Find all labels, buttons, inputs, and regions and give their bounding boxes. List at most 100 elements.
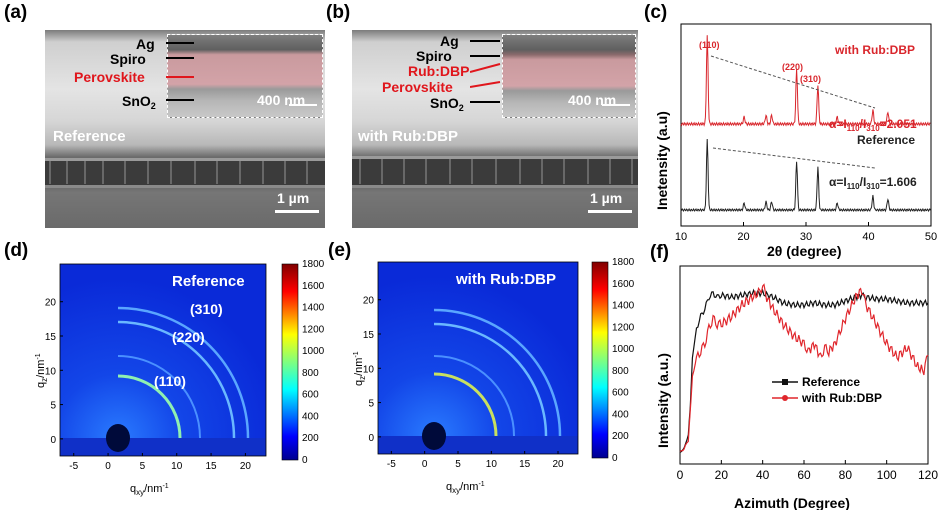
d-yl-main: q <box>35 382 47 388</box>
xrd-legend-bottom: Reference <box>857 133 915 147</box>
d-xl-unit: /nm <box>144 483 162 495</box>
colorbar-tick-label: 1800 <box>302 259 325 270</box>
legend-rub-label: with Rub:DBP <box>801 391 882 405</box>
giwaxs-e-title: with Rub:DBP <box>455 271 556 288</box>
d-yl-unit: /nm <box>35 360 47 378</box>
d-xl-main: q <box>130 483 136 495</box>
colorbar-tick-label: 1400 <box>302 303 325 314</box>
azi-series-line <box>679 283 929 453</box>
xrd-alpha-top: α=I110/I310=2.051 <box>829 117 917 133</box>
colorbar-tick-label: 600 <box>612 388 629 399</box>
layer-lines-a <box>166 42 194 101</box>
d-yl-sub: z <box>40 378 49 382</box>
xrd-dashed-top <box>710 55 876 109</box>
giwaxs-xtick-label: 0 <box>422 459 428 470</box>
e-xl-sub: xy <box>452 486 460 495</box>
xrd-chart: 10 20 30 40 50 (110) (220) (310) with Rub:DB… <box>654 23 937 259</box>
layer-perovskite-b: Perovskite <box>382 79 453 95</box>
giwaxs-xtick-label: 0 <box>105 461 111 472</box>
azi-xtick-label: 80 <box>839 468 853 482</box>
xrd-lines <box>680 35 931 213</box>
beamstop-e <box>422 422 446 450</box>
d-xl-exp: -1 <box>162 483 168 490</box>
xrd-ylabel: Inetensity (a.u) <box>654 111 670 210</box>
azi-lines <box>679 283 929 453</box>
ring-d-outer <box>117 306 250 439</box>
azi-xtick-label: 40 <box>756 468 770 482</box>
xrd-alpha-bottom-post: =1.606 <box>880 175 917 189</box>
panel-a-tag: (a) <box>4 2 28 23</box>
sem-image-b: 400 nm with Rub:DBP 1 µm <box>352 30 638 228</box>
giwaxs-xtick-label: 15 <box>206 461 218 472</box>
azi-xtick-label: 20 <box>715 468 729 482</box>
colorbar-tick-label: 400 <box>612 409 629 420</box>
xrd-alpha-bottom: α=I110/I310=1.606 <box>829 175 917 191</box>
giwaxs-e-bg <box>378 262 578 454</box>
e-xl-unit: /nm <box>460 481 478 493</box>
layer-spiro-b: Spiro <box>416 48 452 64</box>
giwaxs-map-reference: Reference (310) (220) (110) -5 0 5 10 15 20 20… <box>35 259 325 497</box>
giwaxs-xtick-label: 20 <box>552 459 564 470</box>
layer-ag-b: Ag <box>440 33 459 49</box>
colorbar-tick-label: 1000 <box>302 346 325 357</box>
giwaxs-xtick-label: 15 <box>519 459 531 470</box>
azi-xtick-label: 0 <box>677 468 684 482</box>
giwaxs-e-frame <box>377 261 579 455</box>
sample-label-a: Reference <box>53 128 126 145</box>
e-yl-unit: /nm <box>353 358 365 376</box>
giwaxs-d-frame <box>59 263 267 457</box>
sno-sub-a: 2 <box>150 101 156 111</box>
scale-label-a: 1 µm <box>277 190 310 206</box>
giwaxs-ytick-label: 10 <box>363 364 375 375</box>
giwaxs-ytick-label: 20 <box>363 296 375 307</box>
azi-xtick-label: 60 <box>797 468 811 482</box>
colorbar-tick-label: 400 <box>302 411 319 422</box>
xrd-peak-220: (220) <box>782 62 803 72</box>
sno-sub-b: 2 <box>458 103 464 113</box>
colorbar-tick-label: 800 <box>612 366 629 377</box>
giwaxs-d-ring-110: (110) <box>154 373 186 389</box>
colorbar-tick-label: 1000 <box>612 344 635 355</box>
panel-e-tag: (e) <box>328 240 352 261</box>
giwaxs-ytick-label: 5 <box>50 401 56 412</box>
giwaxs-d-xlabel: qxy/nm-1 <box>130 483 169 497</box>
d-yl-exp: -1 <box>35 353 42 359</box>
ring-d-220 <box>117 355 201 439</box>
giwaxs-ytick-label: 20 <box>45 298 57 309</box>
colorbar-tick-label: 200 <box>302 433 319 444</box>
panel-d-tag: (d) <box>4 240 29 261</box>
layer-rubdbp-b: Rub:DBP <box>408 63 470 79</box>
azi-ticks: 0 20 40 60 80 100 120 <box>677 460 938 482</box>
xrd-xtick-label: 10 <box>675 231 687 243</box>
colorbar-e-ticks: 1800 1600 1400 1200 1000 800 600 400 200 0 <box>612 257 635 464</box>
giwaxs-e-ticks: -5 0 5 10 15 20 20 15 10 5 0 <box>363 296 564 470</box>
xrd-alpha-bottom-mid: /I <box>860 175 867 189</box>
e-xl-exp: -1 <box>478 481 484 488</box>
layer-sno2-a: SnO2 <box>122 94 156 113</box>
layer-perovskite-a: Perovskite <box>74 69 145 85</box>
xrd-series-line <box>680 35 931 127</box>
legend-rub-marker <box>782 395 788 401</box>
colorbar-tick-label: 1600 <box>302 281 325 292</box>
colorbar-d <box>281 263 299 461</box>
scale-label-b: 1 µm <box>590 190 623 206</box>
colorbar-tick-label: 1200 <box>612 322 635 333</box>
xrd-xtick-label: 20 <box>737 231 749 243</box>
colorbar-tick-label: 1800 <box>612 257 635 268</box>
sno-text-a: SnO <box>122 93 151 109</box>
colorbar-d-ticks: 1800 1600 1400 1200 1000 800 600 400 200 0 <box>302 259 325 466</box>
azimuth-chart: 0 20 40 60 80 100 120 Reference with Rub:DBP I… <box>655 265 938 510</box>
colorbar-tick-label: 1400 <box>612 301 635 312</box>
giwaxs-ytick-label: 0 <box>50 435 56 446</box>
xrd-dashed-bottom <box>712 147 876 169</box>
xrd-peak-310: (310) <box>800 74 821 84</box>
inset-scale-label-a: 400 nm <box>257 92 306 108</box>
xrd-xtick-label: 40 <box>862 231 874 243</box>
giwaxs-ytick-label: 15 <box>45 332 57 343</box>
panel-c-tag: (c) <box>644 2 668 23</box>
sem-texture-b <box>352 156 638 188</box>
giwaxs-xtick-label: 10 <box>486 459 498 470</box>
giwaxs-ytick-label: 10 <box>45 366 57 377</box>
layer-spiro-a: Spiro <box>110 51 146 67</box>
ring-e-110 <box>433 372 498 437</box>
